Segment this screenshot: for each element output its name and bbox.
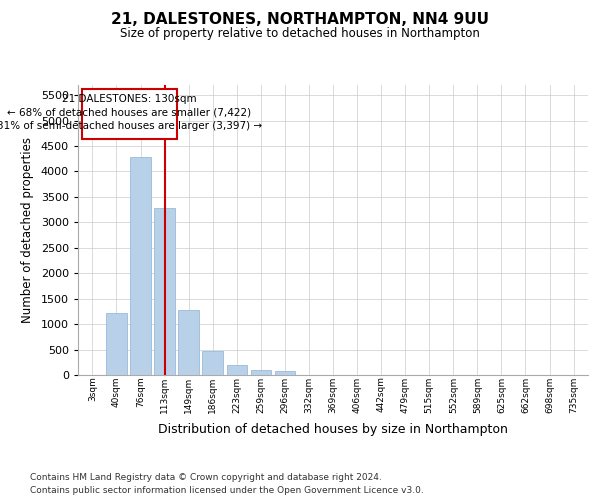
Bar bbox=[130, 157, 151, 375]
Text: 31% of semi-detached houses are larger (3,397) →: 31% of semi-detached houses are larger (… bbox=[0, 121, 262, 131]
Text: Contains HM Land Registry data © Crown copyright and database right 2024.: Contains HM Land Registry data © Crown c… bbox=[30, 472, 382, 482]
FancyBboxPatch shape bbox=[82, 89, 177, 139]
Text: Distribution of detached houses by size in Northampton: Distribution of detached houses by size … bbox=[158, 422, 508, 436]
Text: Contains public sector information licensed under the Open Government Licence v3: Contains public sector information licen… bbox=[30, 486, 424, 495]
Text: 21, DALESTONES, NORTHAMPTON, NN4 9UU: 21, DALESTONES, NORTHAMPTON, NN4 9UU bbox=[111, 12, 489, 28]
Bar bbox=[251, 370, 271, 375]
Y-axis label: Number of detached properties: Number of detached properties bbox=[21, 137, 34, 323]
Text: ← 68% of detached houses are smaller (7,422): ← 68% of detached houses are smaller (7,… bbox=[7, 108, 251, 118]
Bar bbox=[178, 310, 199, 375]
Text: Size of property relative to detached houses in Northampton: Size of property relative to detached ho… bbox=[120, 28, 480, 40]
Bar bbox=[227, 365, 247, 375]
Bar bbox=[202, 350, 223, 375]
Text: 21 DALESTONES: 130sqm: 21 DALESTONES: 130sqm bbox=[62, 94, 197, 104]
Bar bbox=[154, 208, 175, 375]
Bar bbox=[106, 313, 127, 375]
Bar bbox=[275, 372, 295, 375]
